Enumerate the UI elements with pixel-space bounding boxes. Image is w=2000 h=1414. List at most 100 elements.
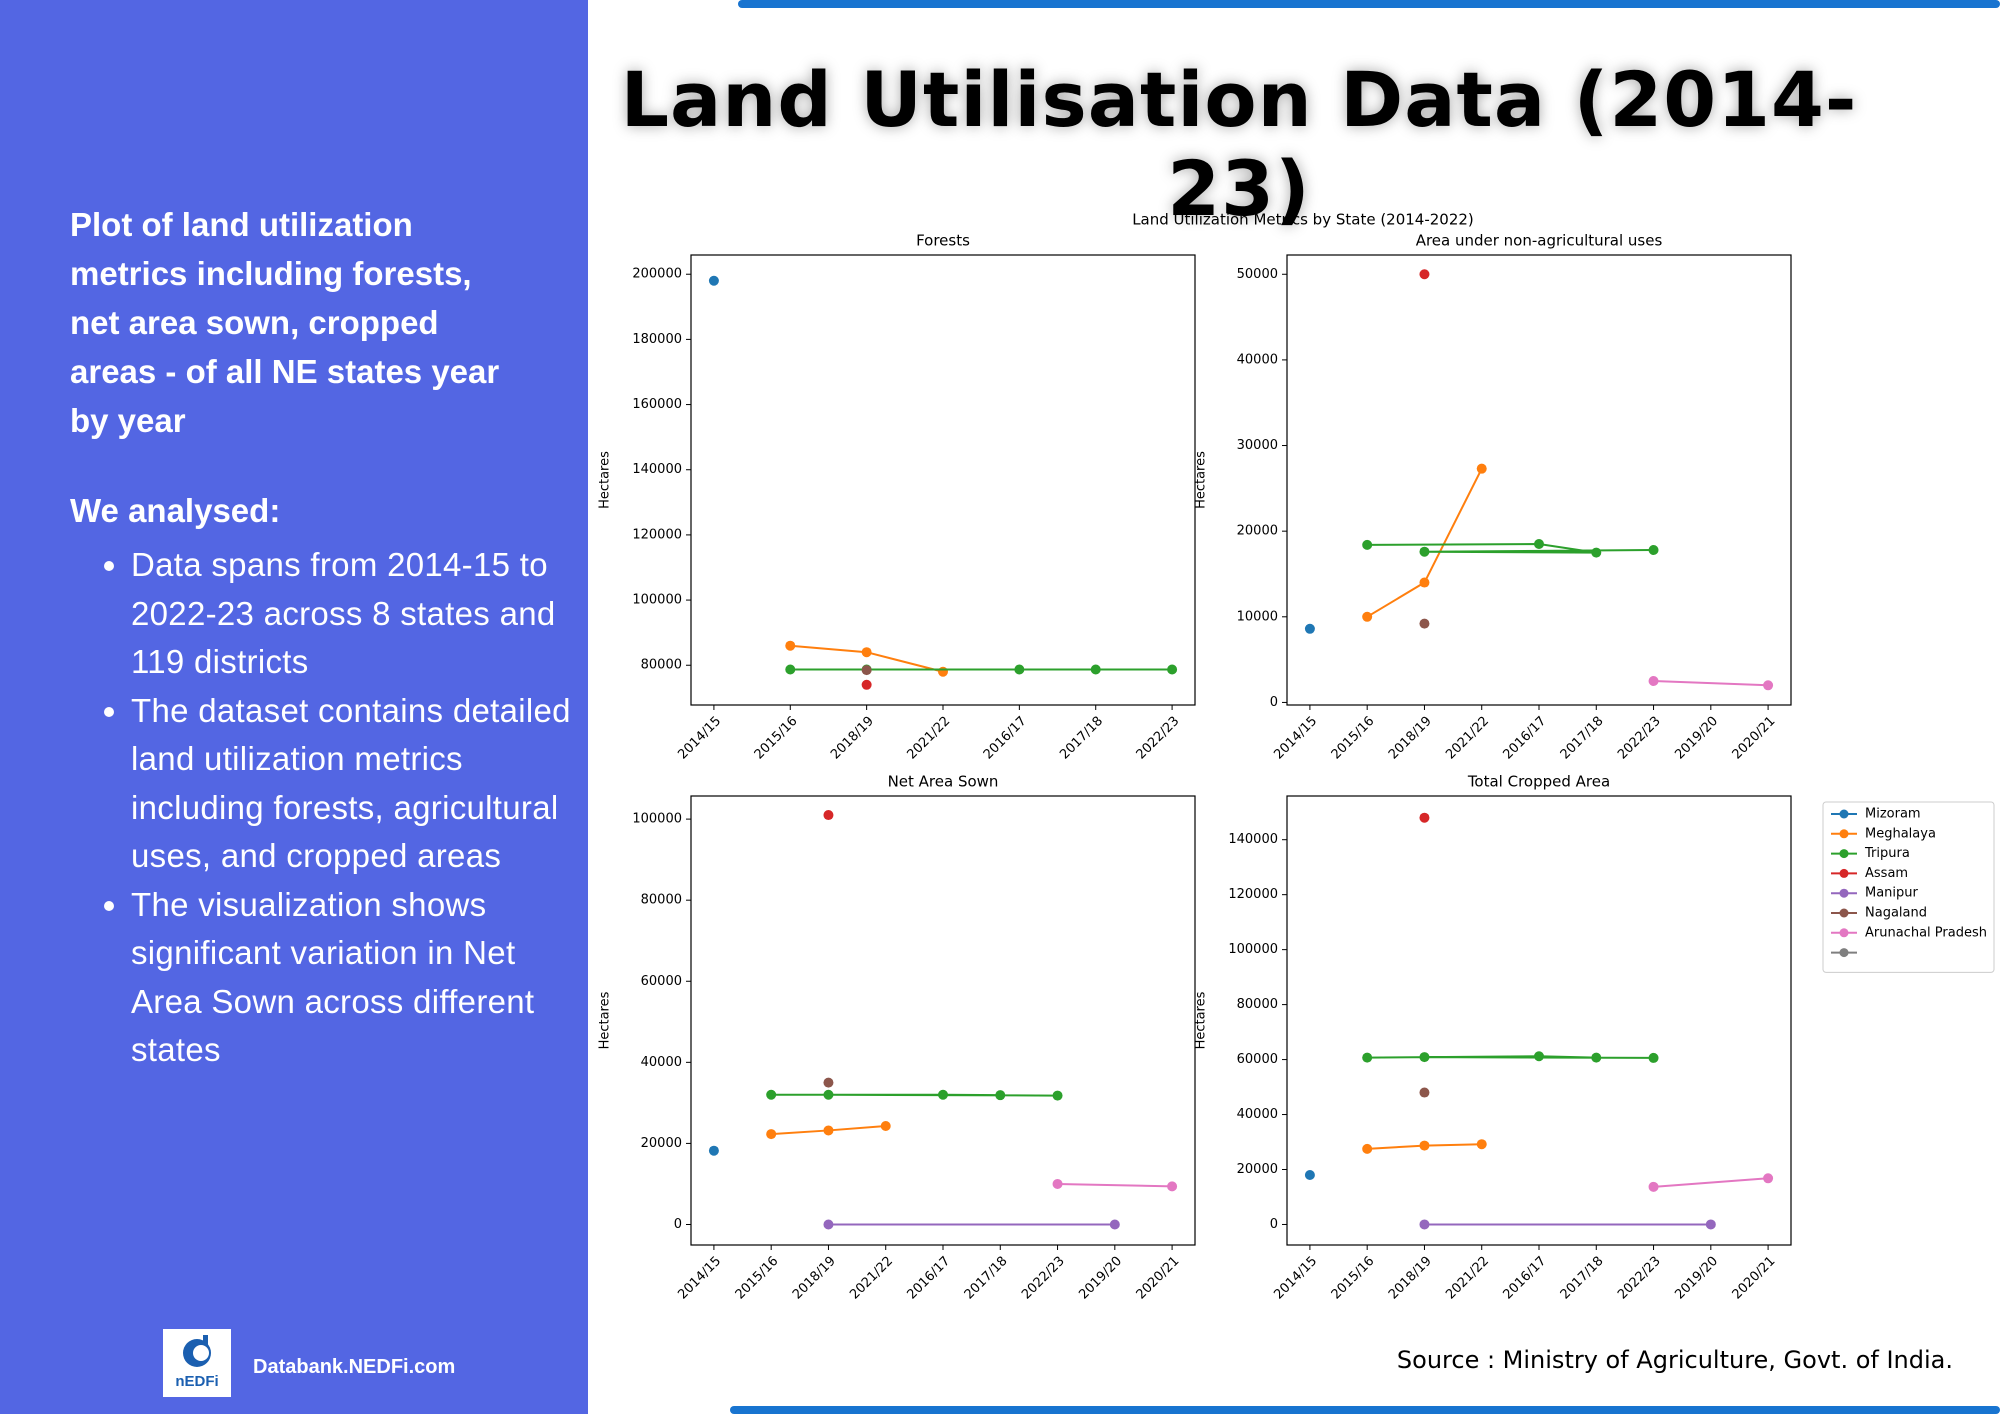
- data-point: [1419, 1087, 1430, 1098]
- y-tick-label: 20000: [1237, 524, 1278, 539]
- data-point: [1648, 676, 1659, 687]
- x-tick-label: 2022/23: [1615, 1254, 1664, 1303]
- legend-box: [1822, 801, 1995, 973]
- y-tick-label: 120000: [632, 527, 682, 542]
- y-axis-label: Hectares: [598, 451, 613, 509]
- top-rule: [738, 0, 2000, 8]
- y-tick-label: 30000: [1237, 438, 1278, 453]
- y-tick-label: 20000: [641, 1136, 682, 1151]
- x-tick-label: 2020/21: [1730, 1254, 1779, 1303]
- y-tick-label: 40000: [1237, 1107, 1278, 1122]
- data-point: [708, 275, 719, 286]
- data-point: [938, 666, 948, 677]
- data-point: [1362, 1052, 1373, 1063]
- legend-label: Arunachal Pradesh: [1865, 925, 1987, 940]
- series-line: [1653, 680, 1769, 687]
- plot-area: [1286, 254, 1792, 706]
- suptitle: Land Utilization Metrics by State (2014-…: [1132, 211, 1474, 229]
- bullet: Data spans from 2014-15 to 2022-23 acros…: [131, 541, 581, 687]
- bottom-rule: [730, 1406, 2000, 1414]
- data-point: [823, 1125, 834, 1136]
- y-tick-label: 0: [1270, 695, 1278, 710]
- data-point: [995, 1090, 1006, 1101]
- data-point: [1534, 539, 1544, 550]
- series-line: [1367, 543, 1654, 554]
- legend-marker: [1839, 928, 1849, 938]
- sidebar: Plot of land utilization metrics includi…: [0, 0, 588, 1414]
- legend-marker: [1839, 888, 1849, 898]
- page-title: Land Utilisation Data (2014-23): [620, 55, 1858, 233]
- y-tick-label: 50000: [1237, 267, 1278, 282]
- data-point: [1648, 545, 1659, 556]
- y-tick-label: 20000: [1237, 1162, 1278, 1177]
- x-tick-label: 2018/19: [828, 714, 877, 763]
- data-point: [1419, 577, 1430, 588]
- x-tick-label: 2021/22: [1443, 1254, 1492, 1303]
- heading: We analysed:: [70, 492, 281, 529]
- data-point: [1763, 680, 1774, 691]
- x-tick-label: 2021/22: [1443, 714, 1492, 763]
- x-tick-label: 2014/15: [675, 714, 724, 763]
- x-tick-label: 2014/15: [1271, 714, 1320, 763]
- website[interactable]: Databank.NEDFi.com: [253, 1356, 456, 1378]
- y-tick-label: 60000: [641, 974, 682, 989]
- data-point: [1591, 547, 1602, 558]
- y-tick-label: 140000: [1228, 832, 1278, 847]
- subplot-title: Forests: [916, 232, 970, 250]
- x-tick-label: 2018/19: [1386, 1254, 1435, 1303]
- y-tick-label: 10000: [1237, 609, 1278, 624]
- data-point: [861, 647, 872, 658]
- legend-marker: [1839, 809, 1849, 819]
- legend-label: Assam: [1865, 866, 1908, 881]
- x-tick-label: 2022/23: [1134, 714, 1183, 763]
- bullet: The visualization shows significant vari…: [131, 881, 581, 1075]
- data-point: [708, 1145, 719, 1156]
- y-tick-label: 200000: [632, 267, 682, 282]
- x-tick-label: 2014/15: [1271, 1254, 1320, 1303]
- y-tick-label: 180000: [632, 332, 682, 347]
- x-tick-label: 2021/22: [905, 714, 954, 763]
- y-tick-label: 120000: [1228, 887, 1278, 902]
- data-point: [1362, 539, 1373, 550]
- legend-label: Manipur: [1865, 886, 1919, 901]
- data-point: [1419, 812, 1430, 823]
- data-point: [1052, 1090, 1063, 1101]
- data-point: [1705, 1219, 1716, 1230]
- legend-label: Meghalaya: [1865, 826, 1936, 841]
- data-point: [823, 1077, 834, 1088]
- subplot-title: Area under non-agricultural uses: [1416, 232, 1663, 250]
- x-tick-label: 2017/18: [1558, 714, 1607, 763]
- data-point: [766, 1089, 777, 1100]
- data-point: [823, 1219, 834, 1230]
- x-tick-label: 2015/16: [733, 1254, 782, 1303]
- y-tick-label: 80000: [641, 893, 682, 908]
- data-point: [1419, 269, 1430, 280]
- data-point: [1362, 611, 1373, 622]
- legend-label: Mizoram: [1865, 807, 1921, 822]
- data-point: [938, 1089, 948, 1100]
- legend-marker: [1839, 908, 1849, 918]
- plot-area: [690, 254, 1196, 706]
- x-tick-label: 2014/15: [675, 1254, 724, 1303]
- series-line: [1366, 468, 1483, 618]
- data-point: [823, 810, 834, 821]
- x-tick-label: 2019/20: [1076, 1254, 1125, 1303]
- series-line: [1653, 1177, 1769, 1188]
- legend-marker: [1839, 829, 1849, 839]
- data-point: [880, 1120, 891, 1131]
- x-tick-label: 2021/22: [847, 1254, 896, 1303]
- data-point: [785, 640, 796, 651]
- y-tick-label: 40000: [641, 1055, 682, 1070]
- x-tick-label: 2016/17: [981, 714, 1030, 763]
- data-point: [1090, 664, 1101, 675]
- y-axis-label: Hectares: [1194, 451, 1209, 509]
- data-point: [1476, 1139, 1487, 1150]
- data-point: [1419, 1052, 1430, 1063]
- data-point: [1167, 1181, 1178, 1192]
- x-tick-label: 2016/17: [905, 1254, 954, 1303]
- y-axis-label: Hectares: [1194, 991, 1209, 1049]
- source: Source : Ministry of Agriculture, Govt. …: [1396, 1346, 1953, 1374]
- data-point: [1419, 618, 1430, 629]
- data-point: [861, 665, 872, 676]
